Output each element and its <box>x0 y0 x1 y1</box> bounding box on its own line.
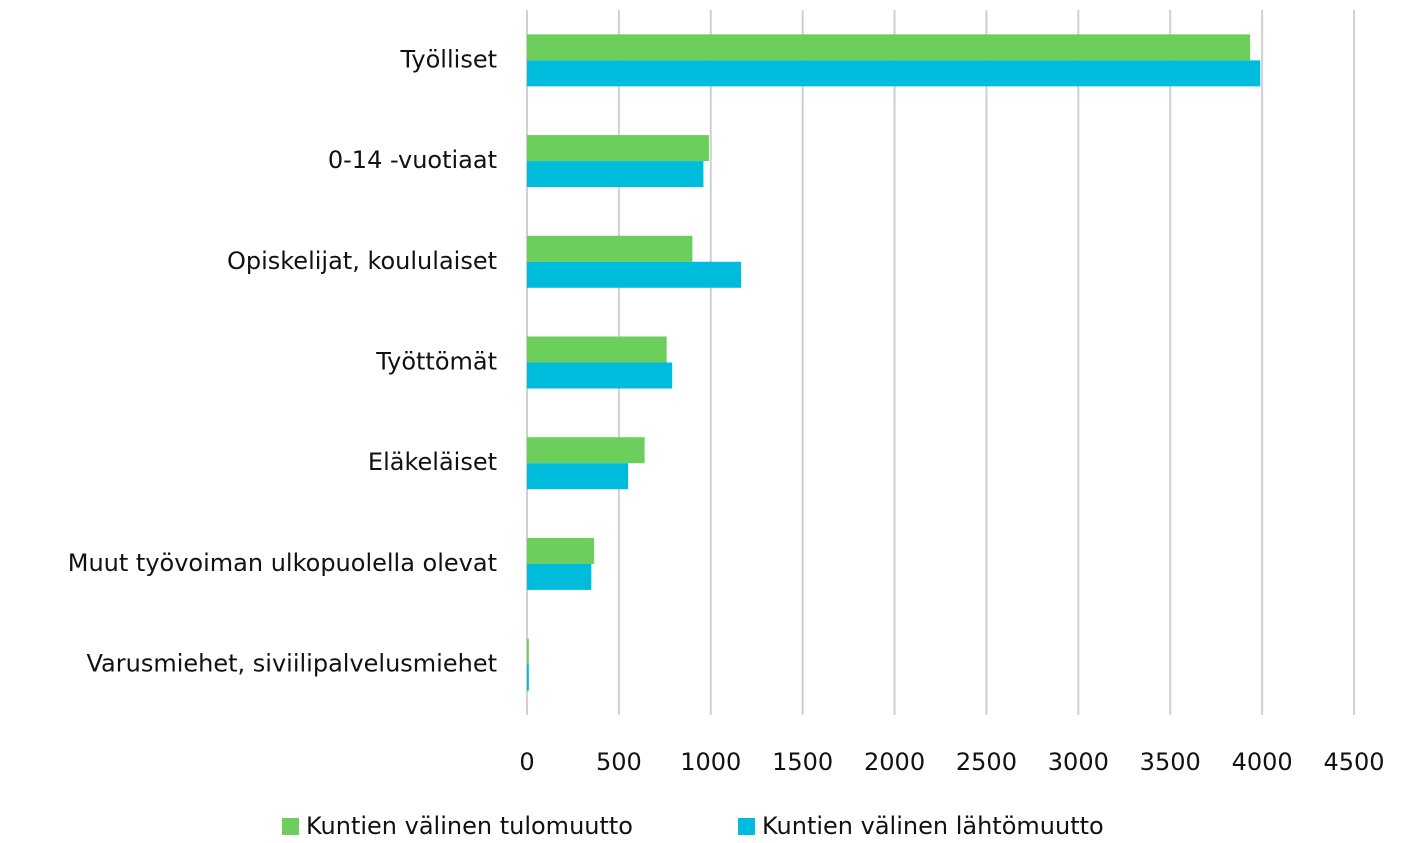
bar <box>527 563 592 590</box>
legend-label: Kuntien välinen lähtömuutto <box>762 812 1104 839</box>
bar <box>527 537 595 564</box>
y-tick-label: Työlliset <box>400 45 498 73</box>
bar <box>527 34 1251 61</box>
bar <box>527 261 742 288</box>
bar <box>527 161 704 188</box>
x-tick-label: 1000 <box>680 748 741 776</box>
x-tick-label: 2000 <box>864 748 925 776</box>
y-tick-label: Opiskelijat, koululaiset <box>227 247 497 275</box>
bar <box>527 664 529 691</box>
y-tick-label: Varusmiehet, siviilipalvelusmiehet <box>86 650 497 678</box>
legend-label: Kuntien välinen tulomuutto <box>306 812 633 839</box>
x-tick-label: 1500 <box>772 748 833 776</box>
x-tick-label: 2500 <box>956 748 1017 776</box>
x-tick-label: 4000 <box>1232 748 1293 776</box>
bar <box>527 135 709 162</box>
y-tick-label: 0-14 -vuotiaat <box>328 146 497 174</box>
bar <box>527 235 693 262</box>
bar <box>527 638 529 665</box>
y-tick-label: Muut työvoiman ulkopuolella olevat <box>68 549 497 577</box>
bar <box>527 437 645 464</box>
x-tick-label: 500 <box>596 748 642 776</box>
x-tick-label: 0 <box>519 748 534 776</box>
bar <box>527 60 1261 87</box>
x-tick-label: 3000 <box>1048 748 1109 776</box>
bar <box>527 463 629 490</box>
bar <box>527 362 673 389</box>
x-tick-label: 3500 <box>1140 748 1201 776</box>
bar <box>527 336 667 363</box>
y-tick-label: Työttömät <box>375 348 497 376</box>
legend-swatch <box>738 818 755 835</box>
x-tick-label: 4500 <box>1323 748 1384 776</box>
legend-swatch <box>282 818 299 835</box>
y-tick-label: Eläkeläiset <box>368 448 497 476</box>
